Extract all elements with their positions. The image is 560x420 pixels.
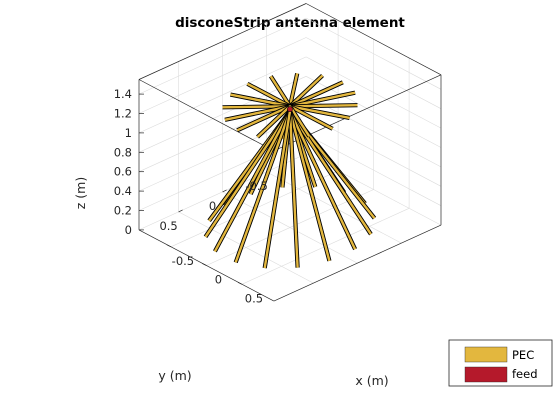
z-axis-label: z (m) — [73, 177, 88, 209]
axes-box-edge — [273, 224, 442, 302]
axes-box — [138, 3, 442, 302]
z-tick-label: 1.2 — [114, 107, 132, 121]
tick-labels: 0 0.2 0.4 0.6 0.8 1 1.2 1.4 -0.5 0 0.5 -0.5 0 0.5 — [114, 87, 268, 305]
y-tick-label: 0 — [209, 199, 216, 213]
z-tick-label: 0 — [125, 223, 132, 237]
disc-strip — [289, 105, 334, 130]
disc-strip — [289, 104, 358, 108]
cone-strip — [234, 110, 292, 263]
disc-strip — [289, 74, 324, 108]
cone-strip — [263, 110, 292, 269]
cone-strip — [288, 111, 299, 268]
legend-swatch-pec — [464, 346, 508, 363]
x-tick-mark — [202, 263, 207, 266]
cone-strip — [288, 110, 357, 250]
disc-strip — [256, 105, 291, 138]
cone-strip — [288, 110, 331, 262]
axes-box-edge — [305, 3, 442, 76]
cone-strip — [288, 110, 372, 235]
x-tick-mark — [237, 281, 243, 285]
disc-strip — [224, 105, 291, 121]
z-tick-label: 0.4 — [114, 184, 132, 198]
axes-box-edge — [138, 3, 307, 80]
disc-strip — [246, 82, 291, 108]
y-tick-mark — [222, 189, 227, 193]
z-tick-label: 1 — [125, 126, 132, 140]
z-tick-label: 0.6 — [114, 165, 132, 179]
y-axis-label: y (m) — [158, 368, 191, 383]
chart-title: disconeStrip antenna element — [175, 15, 405, 31]
axes-box-edge — [138, 229, 275, 302]
y-tick-mark — [178, 209, 183, 213]
y-gridline — [222, 191, 358, 264]
y-gridline — [178, 211, 314, 284]
y-tick-label: 0.5 — [159, 219, 177, 233]
x-axis-label: x (m) — [355, 373, 388, 388]
feed-point — [287, 106, 293, 113]
disc-strip — [269, 75, 292, 107]
legend: PEC feed — [448, 339, 553, 387]
y-tick-label: -0.5 — [245, 179, 267, 193]
z-tick-label: 0.8 — [114, 145, 132, 159]
disc-strip — [236, 105, 291, 132]
legend-label-pec: PEC — [512, 348, 534, 362]
x-tick-mark — [166, 244, 172, 248]
disc-strip — [288, 105, 311, 137]
legend-label-feed: feed — [512, 367, 538, 381]
x-tick-label: 0.5 — [245, 291, 263, 305]
legend-swatch-feed — [464, 366, 508, 383]
disc-strip — [289, 105, 350, 120]
cone-strip — [204, 110, 291, 238]
axes-box-edge — [138, 79, 275, 152]
z-tick-label: 0.2 — [114, 204, 132, 218]
x-tick-label: 0 — [215, 273, 222, 287]
antenna-strips — [203, 72, 377, 269]
disc-strip — [222, 105, 291, 109]
disc-strip — [288, 73, 299, 107]
cone-strip — [213, 110, 292, 252]
x-tick-label: -0.5 — [172, 254, 194, 268]
disc-strip — [289, 81, 344, 108]
z-tick-label: 1.4 — [114, 87, 132, 101]
